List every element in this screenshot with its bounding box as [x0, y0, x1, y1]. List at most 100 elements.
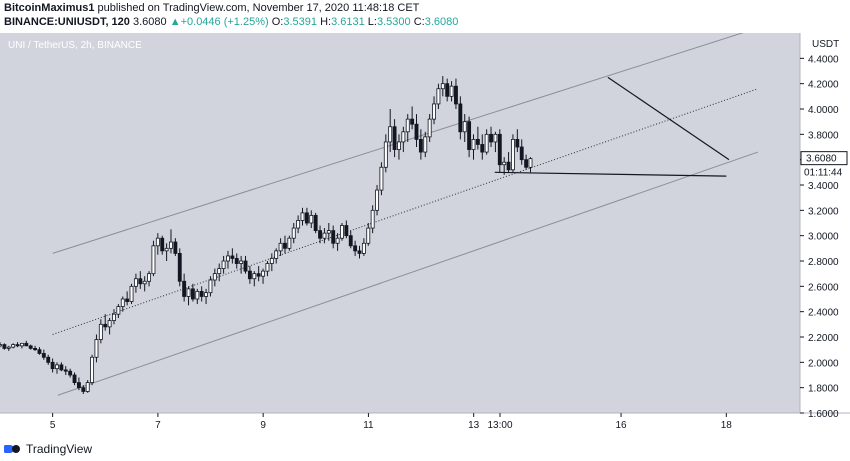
candle-down [46, 356, 51, 363]
candle-up [195, 290, 200, 300]
candle-down [247, 270, 252, 280]
candle-down [348, 235, 353, 247]
author-name[interactable]: BitcoinMaximus1 [4, 2, 95, 14]
x-tick-label: 13:00 [487, 420, 512, 431]
y-tick-label: 2.4000 [808, 308, 839, 319]
candle-down [243, 260, 248, 272]
channel-line-lower [57, 151, 759, 396]
candle-up [440, 83, 445, 90]
candle-down [50, 361, 55, 370]
change-value: +0.0446 (+1.25%) [180, 16, 269, 28]
candle-up [511, 139, 515, 171]
last-price-tag: 3.6080 [806, 154, 837, 165]
candles [0, 76, 533, 394]
candle-down [524, 159, 529, 168]
candle-up [120, 298, 125, 307]
candle-up [528, 158, 533, 168]
close-value: 3.6080 [424, 16, 459, 28]
candle-up [107, 320, 112, 328]
x-tick-label: 7 [155, 420, 161, 431]
symbol-label: BINANCE:UNIUSDT, 120 [4, 16, 130, 28]
candle-down [454, 85, 458, 105]
y-tick-label: 3.0000 [808, 232, 839, 243]
candle-down [357, 250, 362, 254]
candle-down [467, 121, 472, 150]
chart-pane[interactable]: UNI / TetherUS, 2h, BINANCE USDT 1.60001… [0, 33, 850, 437]
candle-up [335, 237, 340, 244]
candle-up [212, 273, 217, 281]
candle-up [274, 250, 279, 259]
candle-down [489, 133, 493, 143]
candle-up [436, 88, 441, 105]
candle-up [309, 214, 314, 224]
candle-down [458, 103, 463, 133]
publish-line: BitcoinMaximus1 published on TradingView… [4, 2, 419, 14]
close-label: C: [413, 16, 425, 28]
triangle-line-resistance [607, 76, 730, 161]
chart-title: UNI / TetherUS, 2h, BINANCE [8, 40, 142, 51]
price-axis[interactable] [800, 33, 850, 413]
triangle-line-support [494, 171, 727, 177]
candle-up [484, 133, 489, 153]
y-tick-label: 4.0000 [808, 105, 839, 116]
candle-up [11, 344, 16, 348]
candle-up [6, 346, 11, 349]
triangle-pattern[interactable] [494, 76, 730, 177]
candle-down [515, 139, 520, 148]
candle-up [388, 126, 393, 143]
candle-up [112, 313, 116, 321]
footer: TradingView [4, 441, 92, 457]
candle-up [278, 242, 283, 252]
candle-down [160, 237, 165, 252]
candle-up [379, 166, 384, 191]
tradingview-logo-icon [4, 443, 22, 455]
candle-down [410, 118, 415, 125]
candle-up [147, 273, 151, 282]
candle-up [287, 237, 292, 249]
candle-up [340, 225, 344, 239]
candle-down [41, 353, 46, 358]
candle-down [199, 290, 204, 297]
candle-up [55, 364, 59, 370]
candle-up [300, 212, 305, 221]
y-tick-label: 2.8000 [808, 257, 839, 268]
candle-up [322, 232, 327, 239]
candle-up [142, 280, 147, 285]
last-value: 3.6080 [132, 16, 167, 28]
candle-down [234, 258, 239, 264]
candle-down [81, 387, 86, 392]
y-tick-label: 4.4000 [808, 54, 839, 65]
candle-up [493, 133, 498, 143]
y-tick-label: 2.0000 [808, 358, 839, 369]
candle-down [15, 344, 20, 347]
candle-up [423, 136, 428, 153]
candle-down [182, 280, 187, 297]
candle-up [19, 342, 24, 347]
candle-up [449, 85, 454, 97]
candle-up [471, 139, 476, 150]
x-tick-label: 11 [363, 420, 374, 431]
x-tick-label: 9 [260, 420, 266, 431]
published-text: published on TradingView.com, November 1… [97, 2, 420, 14]
ohlc-line: BINANCE:UNIUSDT, 120 3.6080 ▲+0.0446 (+1… [4, 16, 458, 28]
candle-up [217, 268, 222, 275]
candle-up [252, 273, 257, 280]
candle-up [462, 121, 467, 133]
candle-up [502, 161, 507, 166]
candle-down [353, 245, 358, 252]
x-tick-label: 16 [615, 420, 627, 431]
candle-up [269, 258, 274, 264]
candle-up [291, 227, 296, 239]
candle-down [283, 242, 287, 249]
candle-down [63, 369, 68, 372]
footer-brand[interactable]: TradingView [26, 442, 93, 456]
y-tick-label: 2.2000 [808, 333, 839, 344]
candle-up [366, 227, 371, 244]
candle-up [186, 288, 191, 297]
x-ticks: 5 7 9 11 13 13:00 16 18 [50, 413, 732, 431]
low-value: 3.5300 [376, 16, 411, 28]
candle-down [318, 230, 322, 239]
pane-background [0, 33, 800, 413]
candle-down [313, 214, 318, 231]
y-tick-label: 1.8000 [808, 384, 839, 395]
